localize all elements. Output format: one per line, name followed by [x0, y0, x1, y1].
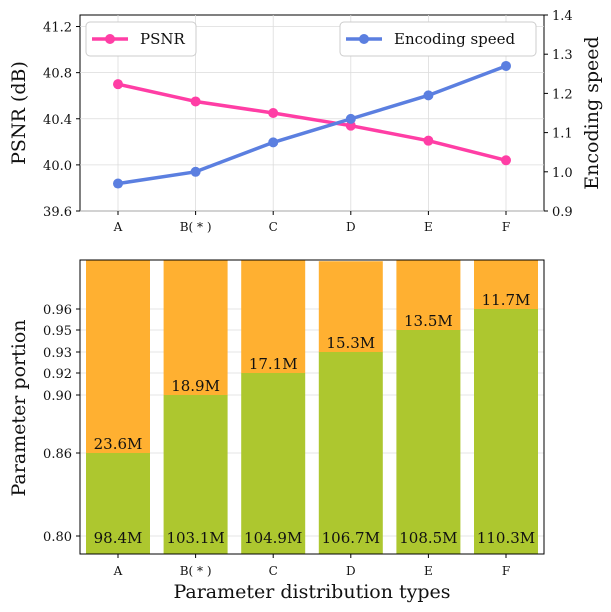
top-right-tick-label: 1.0	[552, 166, 573, 181]
psnr-series-line	[117, 82, 507, 162]
bar-bottom-value-label: 108.5M	[399, 529, 457, 547]
bar-segment-top	[241, 260, 306, 373]
encoding-speed-legend: Encoding speed	[339, 21, 537, 57]
bar-top-value-label: 17.1M	[249, 355, 298, 373]
top-left-tick-label: 40.8	[43, 67, 72, 82]
encoding-speed-point	[190, 166, 201, 177]
speed-legend-marker-icon	[359, 34, 369, 44]
psnr-legend-marker-icon	[105, 34, 115, 44]
bar-bottom-value-label: 104.9M	[244, 529, 302, 547]
bar-segment-bottom	[86, 453, 150, 554]
encoding-speed-point	[113, 178, 123, 189]
bar-top-value-label: 23.6M	[94, 435, 143, 453]
top-right-tick-label: 1.4	[552, 9, 573, 24]
psnr-axis-label: PSNR (dB)	[8, 61, 30, 165]
encoding-speed-axis-label: Encoding speed	[581, 36, 603, 189]
x-axis-label: Parameter distribution types	[173, 581, 450, 603]
bottom-tick-label: 0.95	[43, 324, 72, 339]
bottom-x-axis-ticks: A B( * ) C D E F	[113, 554, 510, 578]
bar-segment-top	[86, 260, 150, 453]
bar-segment-top	[318, 261, 383, 352]
encoding-speed-point	[423, 90, 434, 101]
bar-bottom-value-label: 110.3M	[477, 529, 535, 547]
top-x-tick-label: F	[502, 220, 510, 234]
bar-top-value-label: 11.7M	[482, 291, 531, 309]
top-left-tick-label: 40.0	[43, 159, 72, 174]
bar-segment-bottom	[318, 352, 383, 554]
bar-top-value-label: 13.5M	[404, 312, 453, 330]
top-series-lines	[113, 60, 511, 189]
bar-chart: 23.6M 98.4M 18.9M 103.1M 17.1M 104.9M 15.3M 106…	[8, 259, 545, 603]
bar-bottom-value-label: 106.7M	[322, 529, 380, 547]
bar-segment-top	[396, 260, 461, 330]
top-left-tick-label: 39.6	[43, 205, 72, 220]
bottom-tick-label: 0.93	[43, 346, 72, 361]
bottom-bars: 23.6M 98.4M 18.9M 103.1M 17.1M 104.9M 15.3M 106…	[86, 260, 538, 554]
parameter-portion-axis-label: Parameter portion	[8, 319, 30, 496]
psnr-legend: PSNR	[85, 21, 197, 57]
top-left-axis-ticks: 39.6 40.0 40.4 40.8 41.2	[43, 21, 80, 220]
top-x-tick-label: D	[346, 220, 356, 234]
psnr-point	[423, 135, 434, 146]
line-chart: 39.640.040.440.841.2 0.91.01.11.21.31.4 …	[8, 9, 603, 234]
psnr-legend-label: PSNR	[140, 30, 185, 48]
bottom-x-tick-label: B( * )	[180, 564, 212, 578]
encoding-speed-series-line	[117, 64, 507, 186]
bar-segment-bottom	[241, 373, 306, 554]
speed-legend-label: Encoding speed	[394, 30, 516, 48]
bottom-tick-label: 0.80	[43, 530, 72, 545]
bottom-tick-label: 0.86	[43, 447, 72, 462]
encoding-speed-point	[345, 113, 356, 124]
top-right-tick-label: 1.2	[552, 87, 573, 102]
bottom-x-tick-label: D	[346, 564, 356, 578]
bar-bottom-value-label: 103.1M	[166, 529, 224, 547]
bottom-tick-label: 0.90	[43, 389, 72, 404]
bar-top-value-label: 18.9M	[171, 377, 220, 395]
encoding-speed-point	[501, 60, 511, 71]
top-x-tick-label: B( * )	[180, 220, 212, 234]
bottom-tick-label: 0.96	[43, 303, 72, 318]
bar-segment-top	[163, 260, 228, 395]
bar-top-value-label: 15.3M	[326, 334, 375, 352]
psnr-point	[268, 108, 279, 118]
bottom-x-tick-label: A	[113, 564, 123, 578]
top-x-tick-label: E	[424, 220, 433, 234]
top-x-tick-label: A	[113, 220, 123, 234]
top-left-tick-label: 40.4	[43, 113, 72, 128]
bar-segment-bottom	[474, 309, 538, 554]
bottom-y-axis-ticks: 0.80 0.86 0.90 0.92 0.93 0.95 0.96	[43, 303, 80, 545]
top-right-tick-label: 1.1	[552, 127, 573, 142]
bar-segment-top	[474, 260, 538, 309]
bar-bottom-value-label: 98.4M	[94, 529, 143, 547]
bar-segment-bottom	[396, 330, 461, 554]
bottom-x-tick-label: E	[424, 564, 433, 578]
top-right-tick-label: 1.3	[552, 48, 573, 63]
bottom-plot-frame	[79, 259, 545, 555]
top-right-tick-label: 0.9	[552, 205, 573, 220]
psnr-point	[190, 96, 201, 107]
top-right-axis-ticks: 0.9 1.0 1.1 1.2 1.3 1.4	[544, 9, 573, 220]
bottom-x-tick-label: C	[269, 564, 278, 578]
encoding-speed-point	[268, 137, 279, 148]
top-x-axis-ticks: A B( * ) C D E F	[113, 211, 510, 234]
psnr-point	[113, 79, 123, 90]
bar-segment-bottom	[163, 395, 228, 554]
psnr-point	[501, 155, 511, 166]
top-x-tick-label: C	[269, 220, 278, 234]
top-left-tick-label: 41.2	[43, 21, 72, 36]
bottom-tick-label: 0.92	[43, 367, 72, 382]
bottom-x-tick-label: F	[502, 564, 510, 578]
bottom-gridlines	[80, 308, 544, 537]
